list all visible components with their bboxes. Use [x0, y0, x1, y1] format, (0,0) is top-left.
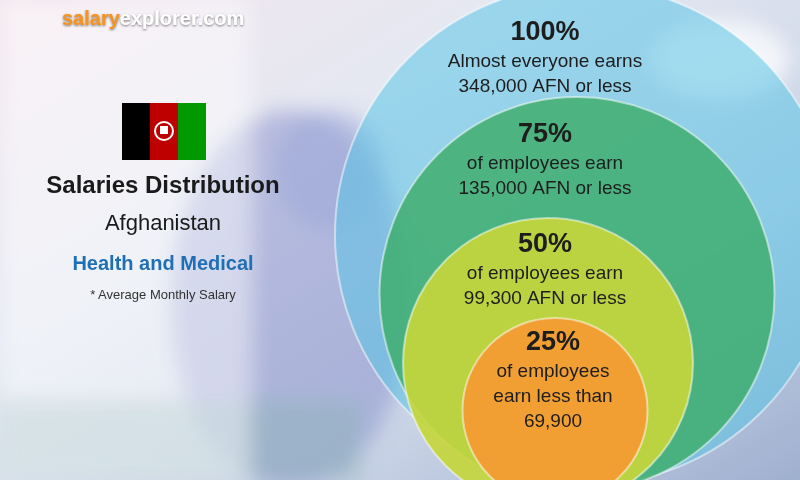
- amount-unit: AFN or less: [532, 75, 631, 96]
- subtitle: Afghanistan: [105, 210, 221, 235]
- logo-part: explorer.com: [120, 7, 245, 29]
- amount-unit: AFN or less: [532, 177, 631, 198]
- amount: 69,900: [524, 410, 582, 431]
- description: Almost everyone earns: [448, 50, 642, 71]
- percent-label: 50%: [518, 228, 572, 258]
- amount: 135,000: [459, 177, 528, 198]
- description: of employees: [496, 360, 609, 381]
- percent-label: 75%: [518, 118, 572, 148]
- left-panel: [0, 0, 250, 480]
- amount: 348,000: [459, 75, 528, 96]
- description: of employees earn: [467, 262, 623, 283]
- description: earn less than: [493, 385, 612, 406]
- percentile-circle: [463, 318, 648, 480]
- amount: 99,300: [464, 287, 522, 308]
- circle-labels: 100%Almost everyone earns348,000AFN or l…: [448, 16, 642, 431]
- description: of employees earn: [467, 152, 623, 173]
- flag-stripe: [122, 103, 150, 160]
- circles: [335, 0, 800, 480]
- note: * Average Monthly Salary: [90, 287, 236, 302]
- amount-line: 135,000AFN or less: [459, 177, 632, 198]
- flag-stripe: [178, 103, 206, 160]
- amount-line: 99,300AFN or less: [464, 287, 626, 308]
- percent-label: 25%: [526, 326, 580, 356]
- sector: Health and Medical: [72, 252, 253, 274]
- percentile-circle: [403, 218, 693, 480]
- logo-part: salary: [62, 7, 121, 29]
- title: Salaries Distribution: [46, 171, 279, 198]
- percent-label: 100%: [510, 16, 579, 46]
- chart: 100%Almost everyone earns348,000AFN or l…: [0, 0, 800, 480]
- amount-unit: AFN or less: [527, 287, 626, 308]
- flag-emblem: [160, 126, 168, 134]
- flag: [122, 103, 206, 160]
- amount-line: 69,900: [524, 410, 582, 431]
- amount-line: 348,000AFN or less: [459, 75, 632, 96]
- flag-emblem: [155, 122, 173, 140]
- logo: salaryexplorer.com: [62, 7, 244, 29]
- flag-stripe: [150, 103, 178, 160]
